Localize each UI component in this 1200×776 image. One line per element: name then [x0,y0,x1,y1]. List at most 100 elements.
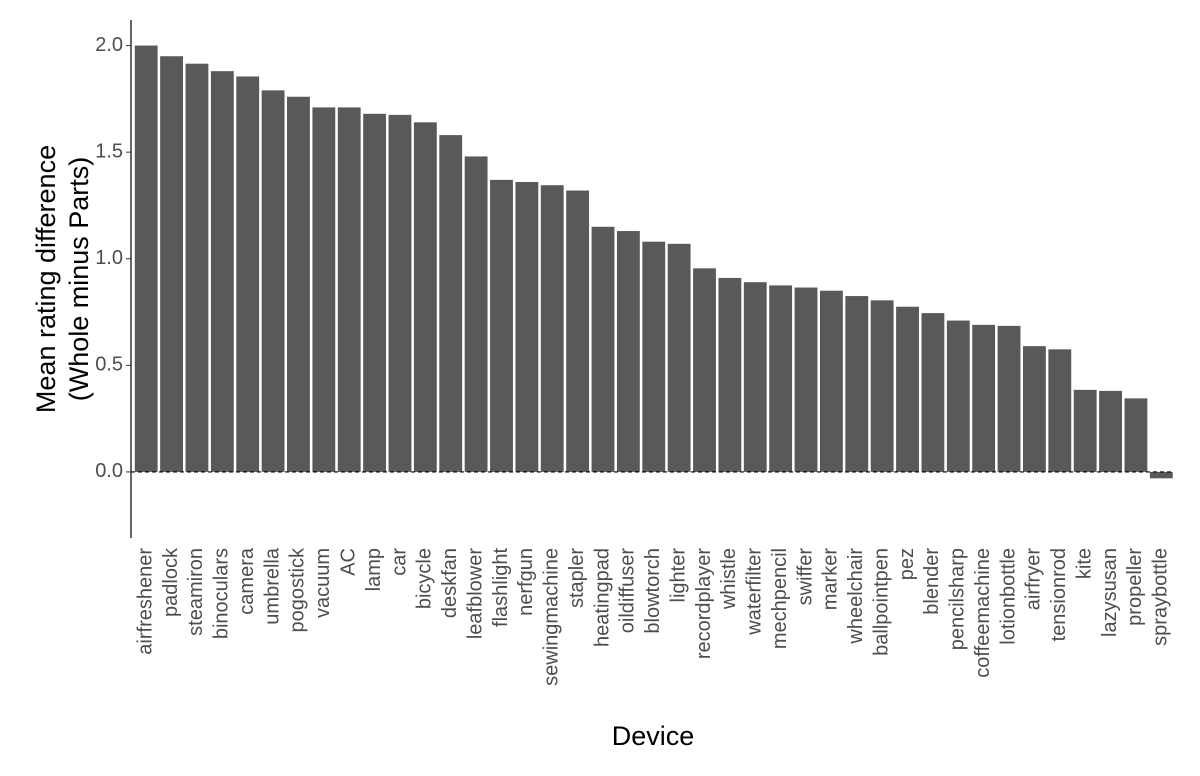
bar [972,324,996,472]
y-axis-title: Mean rating difference (Whole minus Part… [31,145,94,413]
x-tick-label-group: blowtorch [642,548,664,634]
x-tick-label: ballpointpen [870,548,892,656]
x-tick-label-group: coffeemachine [972,548,994,678]
bar [693,268,716,472]
bar [185,63,209,472]
x-tick-label: vacuum [312,548,334,618]
x-tick-label: wheelchair [845,548,867,645]
x-tick-label: lazysusan [1099,548,1121,637]
x-tick-label: tensionrod [1048,548,1070,641]
x-tick-label-group: flashlight [490,548,512,627]
bar [845,296,869,472]
bar [769,285,793,472]
x-tick-label-group: camera [236,547,258,615]
bar [363,113,387,472]
x-tick-label: AC [337,548,359,576]
x-tick-label: coffeemachine [972,548,994,678]
y-axis-title-line: Mean rating difference [31,145,61,413]
x-tick-label-group: binoculars [211,548,233,639]
x-tick-label: swiffer [794,548,816,606]
x-tick-label: blowtorch [642,548,664,634]
x-tick-label-group: spraybottle [1150,548,1172,646]
x-tick-label: pencilsharp [947,548,969,650]
y-tick-label: 2.0 [95,34,123,56]
x-tick-label: oildiffuser [617,548,639,634]
x-tick-label-group: airfryer [1023,548,1045,611]
bar [540,185,564,472]
x-tick-label-group: lamp [363,548,385,591]
x-tick-label: deskfan [439,548,461,618]
x-tick-label-group: padlock [160,547,182,617]
bar [1023,346,1046,472]
x-tick-label-group: car [388,548,410,576]
x-tick-label: mechpencil [769,548,791,649]
bar [210,71,234,472]
x-tick-label: propeller [1124,548,1146,626]
y-tick-label: 1.0 [95,247,123,269]
bar [261,90,285,472]
x-axis-title: Device [612,721,695,751]
x-tick-label-group: vacuum [312,548,334,618]
x-tick-label-group: lazysusan [1099,548,1121,637]
x-tick-label-group: pencilsharp [947,548,969,650]
x-tick-label-group: pogostick [287,547,309,632]
x-tick-label: lighter [667,548,689,603]
bar [413,122,437,472]
x-tick-label-group: pez [896,548,918,580]
y-tick-label: 0.5 [95,354,123,376]
y-tick-label: 0.0 [95,460,123,482]
x-tick-label: nerfgun [515,548,537,616]
bar [921,313,945,472]
x-tick-label: heatingpad [591,548,613,647]
bar [490,179,513,472]
x-tick-label-group: sewingmachine [541,548,563,686]
x-tick-label-group: tensionrod [1048,548,1070,641]
x-tick-label-group: waterfilter [744,548,766,636]
bar [616,231,640,472]
bar [667,243,691,472]
bar [134,45,158,472]
bar [819,290,843,472]
x-tick-label: steamiron [185,548,207,636]
x-tick-label: whistle [718,548,740,610]
x-tick-label: lotionbottle [997,548,1019,645]
bar [743,282,767,472]
x-tick-label-group: AC [337,548,359,576]
x-tick-label: car [388,548,410,576]
bar [794,287,818,472]
x-tick-label-group: airfreshener [134,548,156,655]
x-tick-label-group: lotionbottle [997,548,1019,645]
x-tick-label-group: kite [1073,548,1095,579]
x-tick-label-group: umbrella [261,547,283,625]
x-tick-label: blender [921,548,943,615]
x-tick-label-group: swiffer [794,548,816,606]
bar [896,306,919,472]
bar [718,277,742,472]
x-tick-label: camera [236,547,258,615]
x-tick-label-group: leafblower [464,548,486,640]
bar [287,96,310,472]
x-tick-label: pez [896,548,918,580]
x-tick-label: airfryer [1023,548,1045,611]
x-tick-label-group: bicycle [414,548,436,609]
bar [160,56,183,472]
x-tick-label-group: stapler [566,548,588,608]
y-tick-label: 1.5 [95,140,123,162]
x-tick-label: leafblower [464,548,486,640]
x-tick-label: kite [1073,548,1095,579]
x-tick-label-group: marker [820,548,842,611]
x-tick-label-group: nerfgun [515,548,537,616]
bar [566,190,590,472]
x-tick-label: pogostick [287,547,309,632]
bar [515,182,539,472]
bar [439,135,463,472]
bar [1099,390,1122,472]
bar [642,241,666,472]
x-tick-label: spraybottle [1150,548,1172,646]
bar [1124,398,1148,472]
bar [591,226,615,472]
x-tick-label-group: whistle [718,548,740,610]
x-tick-label-group: oildiffuser [617,548,639,634]
y-axis-title-line: (Whole minus Parts) [64,157,94,402]
